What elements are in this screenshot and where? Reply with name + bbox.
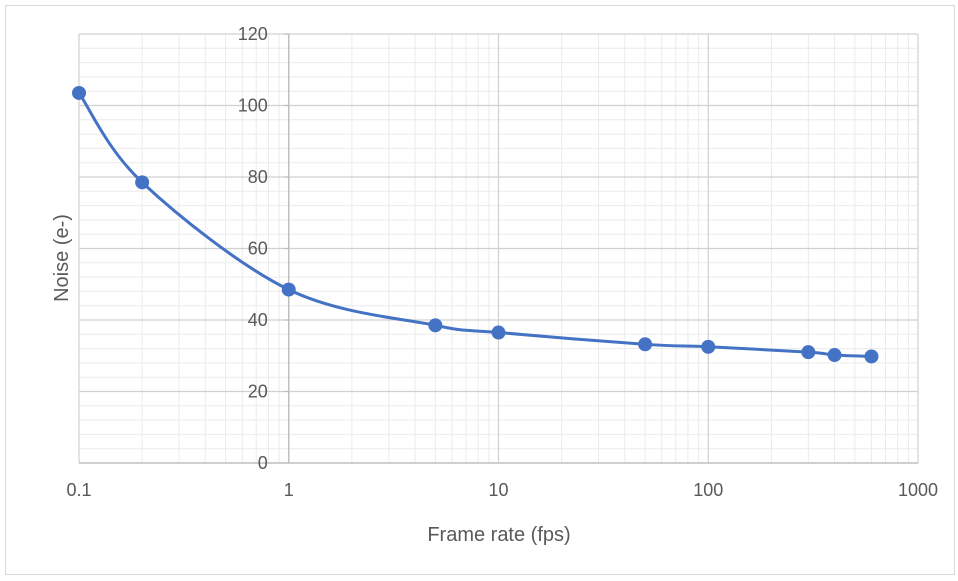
y-tick-label: 0 (258, 453, 268, 473)
x-tick-label: 10 (488, 480, 508, 500)
series-line (77, 91, 873, 358)
data-point-marker (428, 318, 443, 333)
data-point-marker (801, 345, 816, 360)
data-point-marker (135, 175, 150, 190)
data-point-marker (864, 349, 879, 364)
noise-vs-frame-rate-chart: 0 20 40 60 80 100 120 0.1 1 10 100 1000 Frame rate… (51, 24, 938, 546)
y-tick-label: 100 (238, 96, 268, 116)
y-tick-label: 40 (248, 310, 268, 330)
x-tick-label: 0.1 (66, 480, 91, 500)
major-gridlines (78, 33, 919, 463)
data-point-marker (281, 282, 296, 297)
x-tick-label: 1 (284, 480, 294, 500)
x-axis-title: Frame rate (fps) (427, 524, 570, 546)
data-point-marker (72, 85, 86, 100)
data-point-marker (827, 348, 842, 363)
x-tick-label: 100 (693, 480, 723, 500)
y-tick-label: 60 (248, 239, 268, 259)
y-tick-label: 120 (238, 24, 268, 44)
chart-frame: 0 20 40 60 80 100 120 0.1 1 10 100 1000 Frame rate… (5, 5, 955, 575)
y-tick-label: 20 (248, 382, 268, 402)
x-tick-label: 1000 (898, 480, 938, 500)
data-point-marker (701, 339, 716, 354)
x-tick-labels: 0.1 1 10 100 1000 (66, 480, 938, 500)
y-axis-title: Noise (e-) (51, 214, 73, 302)
y-tick-labels: 0 20 40 60 80 100 120 (238, 24, 268, 473)
series-layer (72, 85, 879, 364)
axes (79, 33, 918, 464)
data-point-marker (638, 337, 653, 352)
data-point-marker (491, 325, 506, 340)
y-tick-label: 80 (248, 167, 268, 187)
